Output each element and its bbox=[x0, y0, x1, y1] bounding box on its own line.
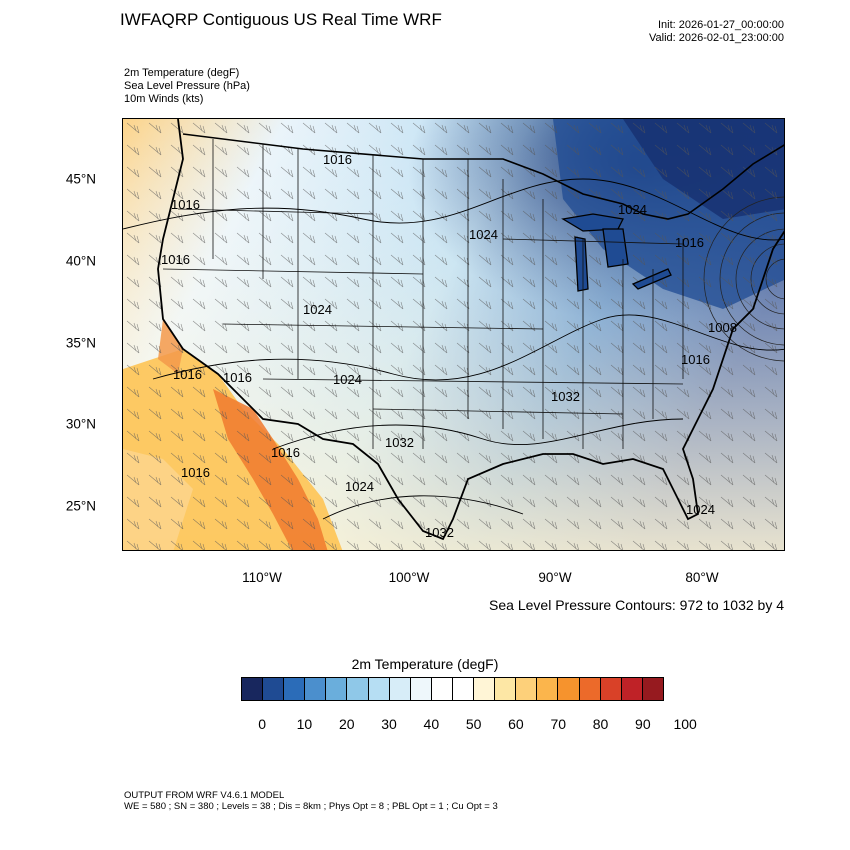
colorbar-swatch bbox=[347, 678, 369, 700]
colorbar-swatch bbox=[516, 678, 538, 700]
pressure-contours bbox=[123, 178, 784, 520]
pressure-label: 1016 bbox=[675, 235, 704, 250]
valid-time: Valid: 2026-02-01_23:00:00 bbox=[649, 32, 784, 44]
pressure-label: 1024 bbox=[618, 202, 647, 217]
lake-huron bbox=[602, 228, 629, 268]
contour-note: Sea Level Pressure Contours: 972 to 1032… bbox=[489, 597, 784, 613]
lat-label: 35°N bbox=[65, 335, 96, 351]
lon-label: 80°W bbox=[685, 570, 719, 585]
map-panel: 1016 1016 1016 1024 1024 1024 1016 1008 … bbox=[122, 118, 785, 551]
field-list: 2m Temperature (degF) Sea Level Pressure… bbox=[124, 67, 250, 106]
colorbar-swatch bbox=[389, 678, 411, 700]
pressure-label: 1008 bbox=[708, 320, 737, 335]
footer-model: OUTPUT FROM WRF V4.6.1 MODEL bbox=[124, 790, 285, 801]
lat-label: 30°N bbox=[65, 416, 96, 432]
colorbar-tick-label: 50 bbox=[465, 716, 482, 732]
colorbar-swatch bbox=[558, 678, 580, 700]
colorbar-tick-label: 30 bbox=[381, 716, 397, 732]
colorbar-swatch bbox=[263, 678, 285, 700]
footer-config: WE = 580 ; SN = 380 ; Levels = 38 ; Dis … bbox=[124, 801, 498, 812]
lake-erie bbox=[631, 268, 672, 290]
pressure-label: 1024 bbox=[345, 479, 374, 494]
pressure-label: 1016 bbox=[223, 370, 252, 385]
lake-michigan bbox=[574, 236, 589, 292]
latitude-axis: 45°N 40°N 35°N 30°N 25°N bbox=[40, 118, 96, 551]
pressure-label: 1016 bbox=[161, 252, 190, 267]
colorbar-swatch bbox=[410, 678, 432, 700]
colorbar-tick-label: 40 bbox=[423, 716, 440, 732]
pressure-label: 1016 bbox=[173, 367, 202, 382]
pressure-label: 1032 bbox=[425, 525, 454, 540]
colorbar-swatch bbox=[642, 678, 663, 700]
field-pressure: Sea Level Pressure (hPa) bbox=[124, 80, 250, 92]
lon-label: 90°W bbox=[538, 570, 572, 585]
colorbar-swatch bbox=[600, 678, 622, 700]
colorbar-tick-label: 90 bbox=[635, 716, 651, 732]
map-svg: 1016 1016 1016 1024 1024 1024 1016 1008 … bbox=[123, 119, 784, 550]
field-winds: 10m Winds (kts) bbox=[124, 93, 204, 105]
colorbar-swatch bbox=[452, 678, 475, 700]
colorbar bbox=[241, 677, 664, 701]
coastline bbox=[157, 119, 784, 541]
colorbar-tick-label: 20 bbox=[338, 716, 355, 732]
colorbar-swatch bbox=[326, 678, 348, 700]
colorbar-ticks: 0 10 20 30 40 50 60 70 80 90 100 bbox=[241, 716, 697, 736]
lat-label: 45°N bbox=[65, 171, 96, 187]
colorbar-swatch bbox=[368, 678, 390, 700]
lat-label: 40°N bbox=[65, 253, 96, 269]
init-time: Init: 2026-01-27_00:00:00 bbox=[658, 19, 784, 31]
colorbar-title: 2m Temperature (degF) bbox=[351, 656, 499, 672]
longitude-axis: 110°W 100°W 90°W 80°W bbox=[122, 570, 785, 590]
colorbar-tick-label: 60 bbox=[508, 716, 524, 732]
model-footer: OUTPUT FROM WRF V4.6.1 MODEL WE = 580 ; … bbox=[124, 790, 498, 812]
colorbar-swatch bbox=[431, 678, 453, 700]
colorbar-tick-label: 70 bbox=[550, 716, 567, 732]
pressure-label: 1024 bbox=[686, 502, 715, 517]
lon-label: 110°W bbox=[242, 570, 282, 585]
colorbar-swatch bbox=[495, 678, 517, 700]
colorbar-swatch bbox=[621, 678, 643, 700]
pressure-label: 1016 bbox=[681, 352, 710, 367]
colorbar-swatch bbox=[242, 678, 264, 700]
colorbar-tick-label: 100 bbox=[673, 716, 697, 732]
lon-label: 100°W bbox=[388, 570, 430, 585]
pressure-label: 1016 bbox=[181, 465, 210, 480]
lat-label: 25°N bbox=[65, 498, 96, 514]
pressure-label: 1032 bbox=[551, 389, 580, 404]
field-temperature: 2m Temperature (degF) bbox=[124, 67, 240, 79]
pressure-label: 1016 bbox=[271, 445, 300, 460]
colorbar-swatch bbox=[579, 678, 601, 700]
colorbar-tick-label: 80 bbox=[592, 716, 609, 732]
pressure-label: 1016 bbox=[323, 152, 352, 167]
pressure-label: 1024 bbox=[333, 372, 362, 387]
colorbar-swatch bbox=[305, 678, 327, 700]
state-boundaries bbox=[162, 139, 684, 449]
colorbar-tick-label: 0 bbox=[258, 716, 267, 732]
colorbar-swatch bbox=[537, 678, 559, 700]
colorbar-tick-label: 10 bbox=[296, 716, 313, 732]
pressure-label: 1024 bbox=[303, 302, 332, 317]
colorbar-swatch bbox=[284, 678, 306, 700]
run-info: Init: 2026-01-27_00:00:00 Valid: 2026-02… bbox=[649, 19, 784, 45]
pressure-label: 1016 bbox=[171, 197, 200, 212]
pressure-label: 1032 bbox=[385, 435, 414, 450]
pressure-label: 1024 bbox=[469, 227, 498, 242]
lake-superior bbox=[561, 213, 624, 232]
pressure-labels: 1016 1016 1016 1024 1024 1024 1016 1008 … bbox=[161, 152, 737, 540]
wind-barbs bbox=[123, 119, 784, 550]
plot-title: IWFAQRP Contiguous US Real Time WRF bbox=[120, 10, 442, 29]
colorbar-swatch bbox=[474, 678, 496, 700]
